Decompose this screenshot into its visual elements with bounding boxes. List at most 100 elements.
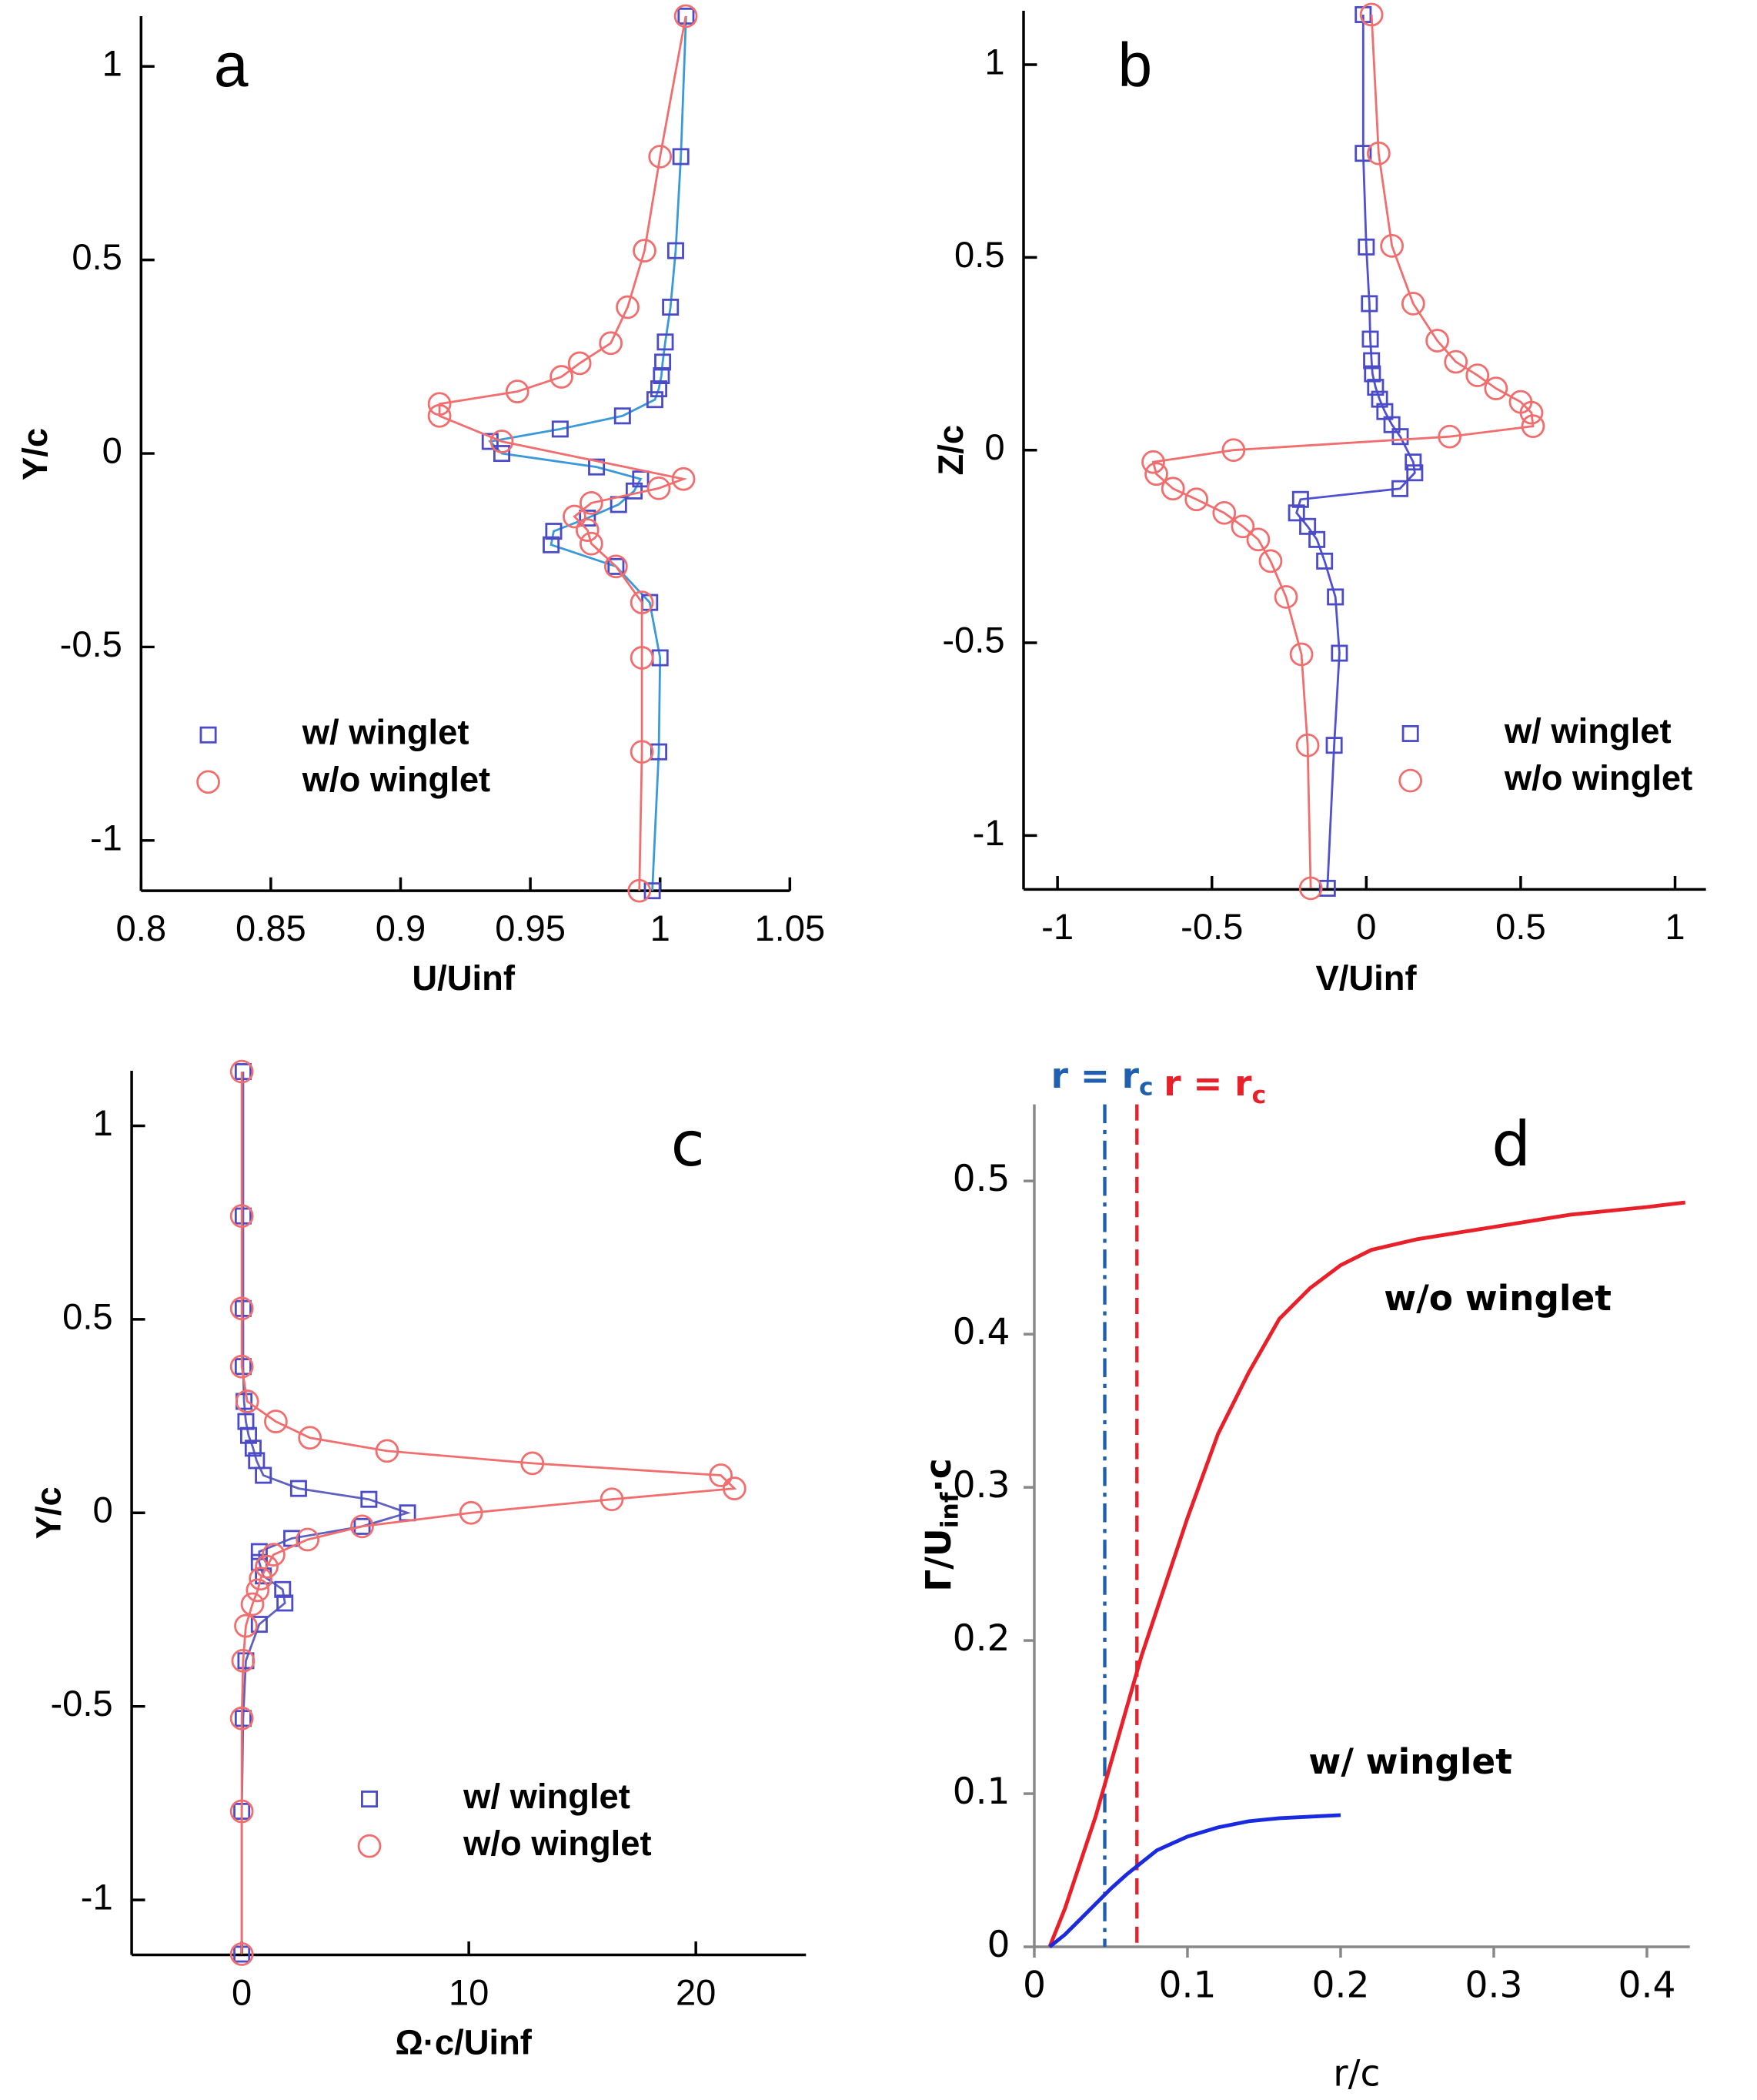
marker: [360, 1490, 378, 1508]
marker: [633, 239, 656, 262]
marker: [1161, 477, 1185, 501]
marker: [1258, 549, 1283, 573]
marker: [1359, 2, 1384, 27]
y-tick-label: -0.5: [50, 1683, 112, 1724]
ref-label: r = rc: [1051, 1055, 1154, 1101]
marker: [296, 1527, 320, 1552]
marker: [505, 380, 529, 403]
x-axis-label: r/c: [1333, 2053, 1380, 2095]
ref-label-sub: c: [1252, 1082, 1267, 1109]
y-tick-label: 0.1: [953, 1771, 1010, 1813]
series-line: [1151, 14, 1535, 888]
legend-marker: [1398, 768, 1423, 793]
legend-marker: [196, 770, 220, 794]
marker: [666, 242, 684, 259]
x-tick-label: 0: [232, 1971, 252, 2012]
marker: [427, 392, 452, 416]
marker: [646, 391, 663, 409]
marker: [229, 1799, 254, 1824]
x-tick-label: 1: [1665, 906, 1685, 947]
marker: [653, 367, 670, 385]
x-tick-label: 1: [650, 908, 670, 948]
marker: [1367, 141, 1391, 166]
marker: [229, 1706, 254, 1730]
marker: [262, 1543, 286, 1567]
marker: [1406, 464, 1424, 482]
y-tick-label: -1: [90, 817, 122, 858]
legend-label: w/o winglet: [463, 1824, 651, 1863]
panel-label: d: [1491, 1108, 1531, 1180]
marker: [630, 646, 654, 670]
marker: [481, 433, 499, 450]
marker: [643, 882, 661, 900]
marker: [673, 4, 698, 28]
marker: [549, 365, 573, 389]
marker: [1391, 480, 1409, 497]
series-line: [240, 1072, 412, 1955]
marker: [235, 1389, 259, 1413]
marker: [1316, 552, 1334, 570]
y-tick-label: 1: [102, 43, 122, 84]
marker: [662, 299, 680, 316]
marker: [545, 523, 563, 540]
marker: [520, 1451, 545, 1476]
marker: [1318, 879, 1336, 897]
marker: [630, 590, 654, 614]
y-tick-label: -0.5: [942, 619, 1004, 660]
marker: [650, 380, 668, 398]
y-tick-label: -0.5: [60, 624, 122, 664]
marker: [255, 1466, 272, 1484]
marker: [579, 531, 603, 556]
marker: [234, 1063, 252, 1081]
marker: [677, 7, 695, 25]
marker: [298, 1426, 322, 1450]
y-tick-label: -1: [81, 1877, 113, 1918]
marker: [246, 1578, 270, 1603]
ref-label: r = rc: [1164, 1063, 1266, 1109]
x-tick-label: 0.1: [1159, 1964, 1217, 2006]
marker: [672, 148, 690, 166]
marker: [600, 1487, 624, 1512]
marker: [646, 476, 671, 500]
x-tick-label: 0.3: [1465, 1964, 1523, 2006]
marker: [255, 1554, 279, 1579]
marker: [630, 740, 654, 764]
marker: [1519, 400, 1544, 425]
x-tick-label: 0.2: [1312, 1964, 1370, 2006]
x-tick-label: 1.05: [754, 908, 825, 948]
marker: [229, 1204, 254, 1228]
marker: [1308, 530, 1326, 548]
y-axis-label: Γ/Uinf·c: [917, 1458, 964, 1591]
y-axis-label: Y/c: [28, 1486, 68, 1539]
marker: [350, 1514, 374, 1539]
marker: [648, 145, 673, 169]
marker: [1289, 642, 1314, 667]
marker: [1391, 428, 1409, 446]
x-axis-label: V/Uinf: [1316, 958, 1418, 998]
marker: [650, 743, 668, 761]
marker: [244, 1440, 262, 1457]
marker: [607, 557, 625, 575]
y-tick-label: -1: [973, 812, 1005, 853]
x-tick-label: 0.95: [495, 908, 566, 948]
ref-label-main: r = r: [1051, 1055, 1140, 1095]
marker: [722, 1476, 747, 1500]
marker: [579, 510, 596, 527]
marker: [264, 1409, 288, 1433]
marker: [459, 1500, 483, 1525]
y-tick-label: 0.5: [953, 1158, 1010, 1200]
legend-label: w/ winglet: [463, 1777, 630, 1816]
marker: [1361, 330, 1379, 348]
marker: [543, 536, 560, 553]
marker: [1367, 379, 1385, 396]
marker: [1363, 352, 1381, 370]
x-tick-label: 0.8: [116, 908, 167, 948]
marker: [234, 1299, 252, 1317]
marker: [274, 1580, 292, 1598]
legend-label: w/ winglet: [302, 713, 469, 752]
marker: [551, 420, 569, 438]
marker: [627, 878, 652, 903]
series-line: [1047, 1200, 1686, 1948]
marker: [229, 1059, 254, 1084]
